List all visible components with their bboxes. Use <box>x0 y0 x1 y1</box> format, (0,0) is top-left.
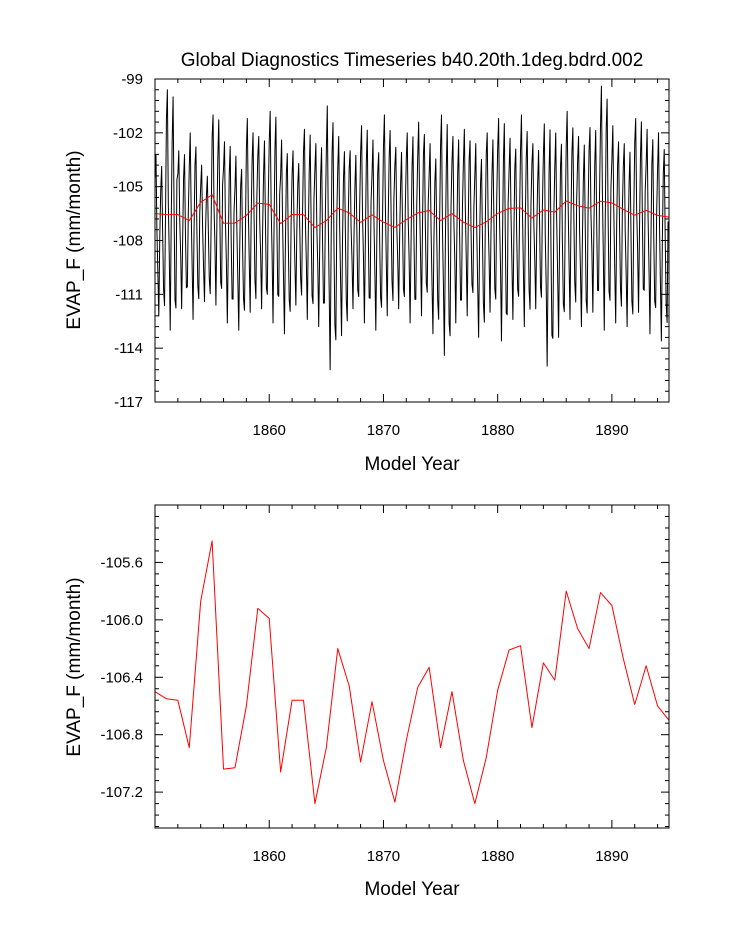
top-y-tick-label: -114 <box>114 340 143 357</box>
top-x-tick-label: 1890 <box>595 422 628 439</box>
top-x-axis-title: Model Year <box>364 454 460 475</box>
bottom-x-tick-label: 1870 <box>367 848 400 865</box>
top-plot-frame <box>154 78 670 403</box>
bottom-series-group <box>155 540 669 805</box>
bottom-y-axis-title: EVAP_F (mm/month) <box>64 577 85 756</box>
bottom-series-annual-mean <box>155 540 669 805</box>
top-y-axis-title: EVAP_F (mm/month) <box>64 150 85 329</box>
top-y-tick-label: -117 <box>114 394 143 411</box>
bottom-x-tick-label: 1860 <box>253 848 286 865</box>
top-series-annual-mean <box>155 194 669 229</box>
top-panel: Global Diagnostics Timeseries b40.20th.1… <box>64 50 670 475</box>
bottom-y-tick-label: -106.0 <box>100 612 143 629</box>
bottom-y-tick-label: -107.2 <box>100 784 143 801</box>
top-axes-group: 1860 1870 1880 1890 -99 -102 -105 -108 -111 -114 -… <box>113 71 669 439</box>
bottom-plot-frame <box>154 504 670 829</box>
top-x-tick-label: 1880 <box>481 422 514 439</box>
top-series-group <box>155 85 669 371</box>
bottom-y-tick-label: -105.6 <box>100 554 143 571</box>
top-series-monthly <box>155 85 669 371</box>
chart-title: Global Diagnostics Timeseries b40.20th.1… <box>181 50 644 71</box>
top-y-tick-label: -108 <box>113 233 143 250</box>
bottom-panel: 1860 1870 1880 1890 -105.6 -106.0 -106.4 -106.8… <box>64 504 670 900</box>
bottom-axes-group: 1860 1870 1880 1890 -105.6 -106.0 -106.4 -106.8… <box>100 504 669 865</box>
top-y-tick-label: -102 <box>113 125 143 142</box>
top-x-tick-label: 1870 <box>367 422 400 439</box>
top-x-tick-label: 1860 <box>253 422 286 439</box>
top-y-tick-label: -99 <box>121 71 143 88</box>
top-y-tick-label: -105 <box>113 179 143 196</box>
bottom-x-tick-label: 1880 <box>481 848 514 865</box>
bottom-y-tick-label: -106.4 <box>100 669 143 686</box>
bottom-x-tick-label: 1890 <box>595 848 628 865</box>
bottom-x-axis-title: Model Year <box>364 879 460 900</box>
bottom-y-tick-label: -106.8 <box>100 727 143 744</box>
top-y-tick-label: -111 <box>115 286 143 303</box>
